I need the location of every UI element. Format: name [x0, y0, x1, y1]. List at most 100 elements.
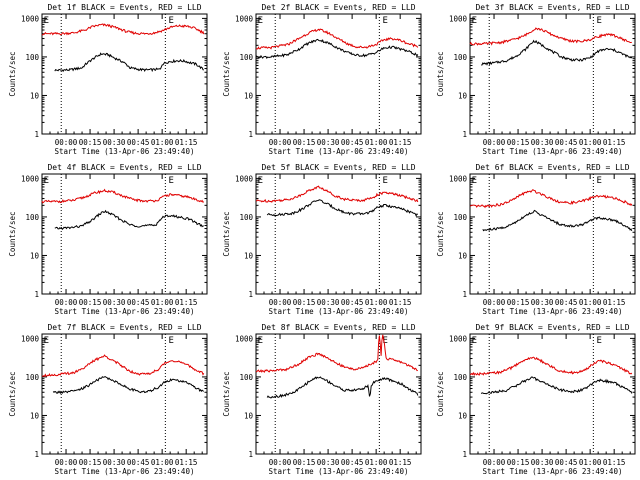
x-tick-label: 00:00	[483, 298, 506, 307]
y-tick-label: 10	[244, 251, 254, 260]
x-tick-label: 01:00	[579, 298, 602, 307]
x-tick-label: 00:15	[79, 458, 102, 467]
y-tick-label: 10	[244, 411, 254, 420]
panel-det-7: Det 7f BLACK = Events, RED = LLD E E 1 10 100…	[8, 323, 208, 476]
plot-frame	[255, 173, 422, 295]
x-tick-label: 00:00	[55, 298, 78, 307]
marker-e: E	[597, 16, 602, 26]
x-tick-label: 01:00	[579, 138, 602, 147]
x-tick-label: 01:15	[603, 298, 626, 307]
x-tick-label: 00:00	[269, 138, 292, 147]
y-tick-label: 1	[248, 290, 253, 299]
x-tick-label: 01:00	[365, 298, 388, 307]
lld-series-line	[41, 188, 205, 204]
x-tick-label: 00:00	[269, 458, 292, 467]
events-series-line	[482, 209, 633, 232]
x-tick-label: 01:15	[603, 138, 626, 147]
plot-frame	[255, 333, 422, 455]
x-tick-label: 00:15	[79, 138, 102, 147]
panel-det-1: Det 1f BLACK = Events, RED = LLD E E 1 10 100…	[8, 3, 208, 156]
y-tick-label: 1000	[21, 14, 40, 23]
panel-det-4: Det 4f BLACK = Events, RED = LLD E E 1 10 100…	[8, 163, 208, 316]
panel-det-3: Det 3f BLACK = Events, RED = LLD E E 1 10 100…	[436, 3, 636, 156]
x-tick-label: 01:15	[175, 458, 198, 467]
x-tick-label: 01:00	[579, 458, 602, 467]
x-tick-label: 00:45	[341, 458, 364, 467]
y-axis-label: Counts/sec	[436, 211, 445, 256]
marker-e: E	[44, 16, 49, 26]
x-tick-label: 00:45	[555, 458, 578, 467]
x-tick-label: 00:00	[269, 298, 292, 307]
y-axis-label: Counts/sec	[8, 211, 17, 256]
y-tick-label: 10	[30, 411, 40, 420]
panel-det-9: Det 9f BLACK = Events, RED = LLD E E 1 10 100…	[436, 323, 636, 476]
x-tick-label: 00:00	[55, 138, 78, 147]
panel-title: Det 8f BLACK = Events, RED = LLD	[261, 323, 415, 332]
marker-e: E	[597, 176, 602, 186]
y-tick-label: 1	[462, 450, 467, 459]
x-tick-label: 00:00	[55, 458, 78, 467]
y-axis-label: Counts/sec	[8, 51, 17, 96]
y-tick-label: 1000	[235, 174, 254, 183]
y-axis-label: Counts/sec	[222, 51, 231, 96]
lld-series-line	[469, 27, 632, 46]
y-tick-label: 10	[458, 251, 468, 260]
x-axis-label: Start Time (13-Apr-06 23:49:40)	[483, 467, 623, 476]
plot-frame	[469, 13, 636, 135]
events-series-line	[481, 39, 633, 66]
marker-e: E	[472, 16, 477, 26]
x-axis-label: Start Time (13-Apr-06 23:49:40)	[269, 307, 409, 316]
y-tick-label: 1000	[449, 334, 468, 343]
marker-e: E	[472, 336, 477, 346]
y-tick-label: 1	[34, 290, 39, 299]
x-tick-label: 00:30	[103, 298, 126, 307]
y-axis-label: Counts/sec	[222, 211, 231, 256]
marker-e: E	[597, 336, 602, 346]
events-series-line	[52, 376, 204, 395]
x-tick-label: 00:45	[341, 298, 364, 307]
y-tick-label: 1000	[235, 14, 254, 23]
y-tick-label: 100	[25, 213, 39, 222]
y-tick-label: 1000	[21, 334, 40, 343]
y-tick-label: 10	[30, 251, 40, 260]
y-tick-label: 10	[30, 91, 40, 100]
panel-det-6: Det 6f BLACK = Events, RED = LLD E E 1 10 100…	[436, 163, 636, 316]
panel-det-2: Det 2f BLACK = Events, RED = LLD E E 1 10 100…	[222, 3, 422, 156]
x-tick-label: 00:15	[293, 298, 316, 307]
plot-frame	[469, 173, 636, 295]
marker-e: E	[258, 176, 263, 186]
x-axis-label: Start Time (13-Apr-06 23:49:40)	[269, 147, 409, 156]
events-series-line	[54, 52, 204, 73]
lld-series-line	[256, 185, 419, 203]
y-tick-label: 1000	[235, 334, 254, 343]
x-axis-label: Start Time (13-Apr-06 23:49:40)	[483, 307, 623, 316]
plot-frame	[469, 333, 636, 455]
y-tick-label: 1000	[449, 174, 468, 183]
marker-e: E	[472, 176, 477, 186]
marker-e: E	[169, 336, 174, 346]
marker-e: E	[44, 176, 49, 186]
panel-title: Det 3f BLACK = Events, RED = LLD	[475, 3, 629, 12]
marker-e: E	[383, 16, 388, 26]
y-tick-label: 1	[248, 450, 253, 459]
marker-e: E	[383, 176, 388, 186]
events-series-line	[54, 209, 204, 231]
y-tick-label: 1	[462, 130, 467, 139]
x-axis-label: Start Time (13-Apr-06 23:49:40)	[55, 307, 195, 316]
x-tick-label: 00:15	[79, 298, 102, 307]
x-tick-label: 00:15	[293, 458, 316, 467]
lld-series-line	[41, 354, 205, 378]
panel-title: Det 1f BLACK = Events, RED = LLD	[47, 3, 201, 12]
marker-e: E	[258, 16, 263, 26]
lld-series-line	[255, 28, 419, 50]
x-tick-label: 00:45	[555, 138, 578, 147]
x-tick-label: 00:30	[531, 458, 554, 467]
x-tick-label: 00:15	[507, 138, 530, 147]
x-tick-label: 01:15	[389, 138, 412, 147]
x-tick-label: 00:30	[531, 138, 554, 147]
events-series-line	[266, 376, 419, 399]
x-tick-label: 00:15	[293, 138, 316, 147]
lld-series-line	[469, 356, 633, 377]
panel-title: Det 5f BLACK = Events, RED = LLD	[261, 163, 415, 172]
